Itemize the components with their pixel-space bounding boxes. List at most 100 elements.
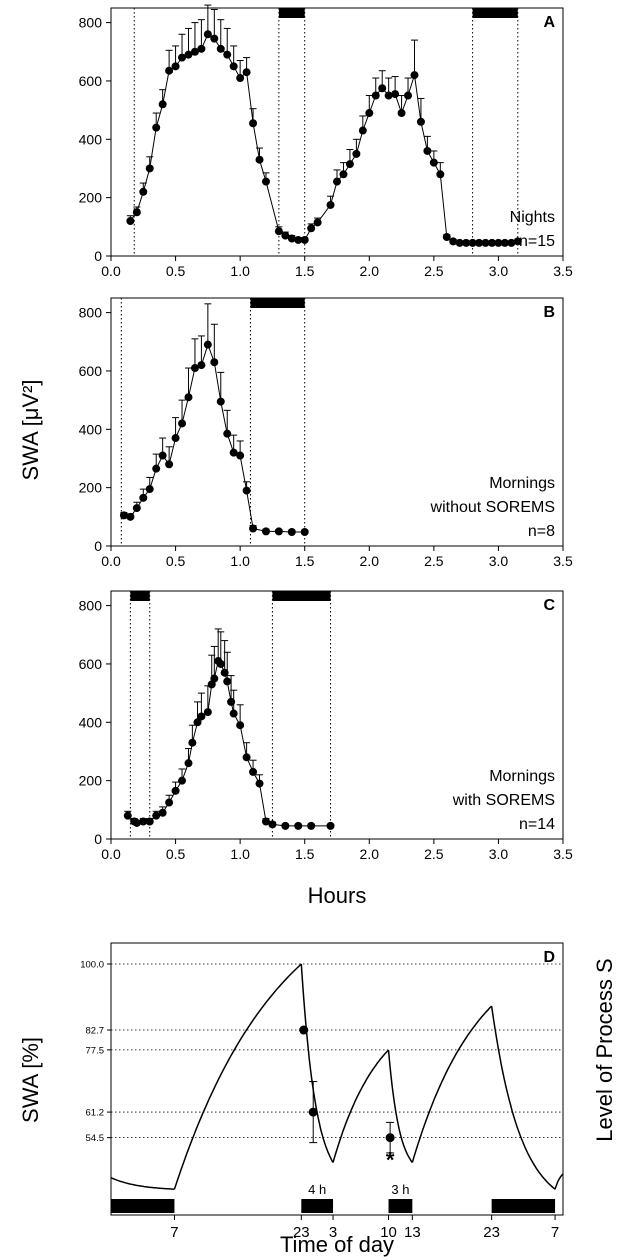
y-tick-label: 800 [79,305,103,321]
data-point [165,66,174,75]
data-point [339,170,348,179]
data-point [229,709,238,718]
data-point [429,158,438,167]
data-line [129,33,518,244]
data-point [294,821,303,830]
data-point [294,235,303,244]
x-tick-label: 7 [551,1224,559,1241]
data-point [216,397,225,406]
data-point [178,53,187,62]
data-point [220,668,229,677]
x-tick-label: 3.0 [489,553,509,569]
process-s-curve [110,1177,175,1190]
data-point [203,340,212,349]
x-axis-title-time-of-day: Time of day [280,1232,394,1257]
sleep-bar-label: 4 h [308,1182,326,1197]
y-tick-label: 200 [79,773,103,789]
data-point [397,109,406,118]
y-tick-label: 82.7 [86,1026,105,1037]
annotation-text: n=14 [519,816,555,833]
x-tick-label: 2.5 [424,263,444,279]
data-point [165,460,174,469]
data-point [436,170,445,179]
x-tick-label: 3 [329,1224,337,1241]
panel-c: 0 200 400 600 800 0.0 0.5 1.0 1.5 2.0 2.5 3.0 3.5 Mor… [79,591,573,862]
x-tick-label: 0.5 [166,553,186,569]
x-tick-label: 1.0 [230,553,250,569]
y-tick-label: 0 [94,831,102,847]
process-s-curve [173,963,302,1190]
data-point [481,238,490,247]
data-point [475,238,484,247]
data-point [333,177,341,186]
data-point [287,234,296,243]
x-tick-label: 1.0 [230,263,250,279]
data-point [132,818,141,827]
process-s-curve [387,1049,413,1163]
data-point [216,659,225,668]
data-point [242,753,251,762]
data-point [300,235,309,244]
x-tick-label: 23 [293,1224,310,1241]
data-point [171,62,180,71]
y-axis-title-swa-percent: SWA [%] [18,1037,43,1123]
data-point [326,821,335,830]
data-point [410,71,419,80]
data-point [158,100,167,109]
panel-b: 0 200 400 600 800 0.0 0.5 1.0 1.5 2.0 2.5 3.0 3.5 Mor… [79,298,573,569]
data-point [384,91,393,100]
data-point [119,511,128,520]
process-s-curve [411,1005,493,1163]
data-point [126,216,135,225]
data-point [203,30,212,39]
panel-a: 0 200 400 600 800 0.0 0.5 1.0 1.5 2.0 2.5 3.0 3.5 Nig… [79,4,573,279]
data-point [455,238,464,247]
data-point [308,1107,318,1117]
x-tick-label: 1.0 [230,846,250,862]
data-point [229,62,238,71]
data-point [190,47,199,56]
data-point [307,821,316,830]
data-point [178,776,187,785]
data-point [171,434,180,443]
x-tick-label: 2.0 [360,846,380,862]
panel-a-frame [110,7,564,257]
data-point [171,786,180,795]
data-point [494,238,503,247]
data-point [223,677,232,686]
x-tick-label: 2.0 [360,553,380,569]
x-tick-label: 0.0 [101,553,121,569]
data-point [158,808,167,817]
data-point [193,718,202,727]
data-point [123,811,132,820]
data-point [449,237,458,246]
data-point [152,811,161,820]
y-tick-label: 600 [79,363,103,379]
data-point [255,155,264,164]
panel-label-b: B [543,304,555,321]
data-point [307,224,316,233]
data-point [210,674,219,683]
data-point [139,817,148,826]
data-point [423,146,432,155]
data-point [442,233,451,242]
data-point [261,817,270,826]
y-tick-label: 800 [79,15,103,31]
x-tick-label: 3.5 [553,553,573,569]
y-tick-label: 100.0 [80,960,104,971]
data-point [178,419,187,428]
rem-bar [472,8,518,18]
panel-b-frame [110,297,564,547]
data-point [139,187,148,196]
data-point [249,767,258,776]
data-point [236,721,245,730]
x-tick-label: 2.5 [424,846,444,862]
data-point [145,164,154,173]
data-point [126,512,135,521]
data-point [132,504,141,513]
data-point [210,34,219,43]
process-s-curve [490,1005,556,1190]
y-tick-label: 0 [94,538,102,554]
x-tick-label: 3.0 [489,263,509,279]
annotation-text: n=8 [528,523,555,540]
